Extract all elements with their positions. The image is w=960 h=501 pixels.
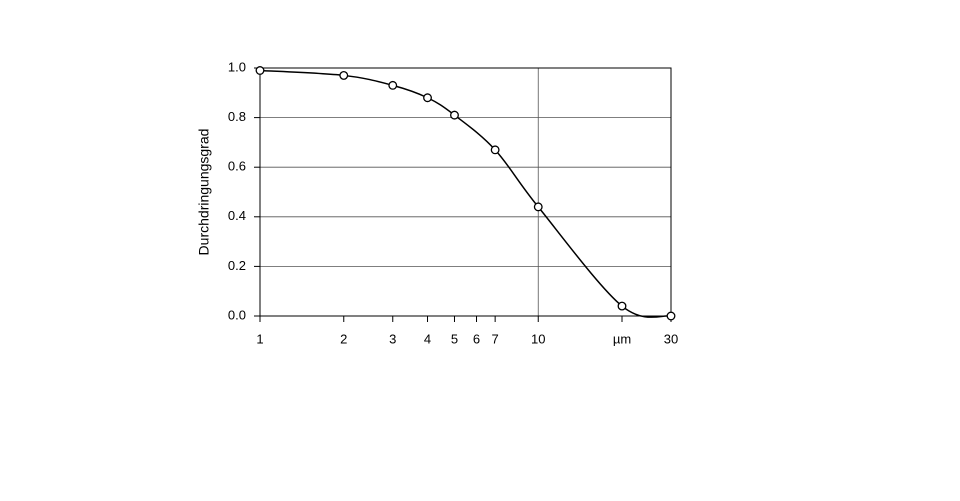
x-tick-label: 10 [531, 331, 545, 346]
x-tick-label: 6 [473, 331, 480, 346]
y-tick-label: 1.0 [228, 59, 246, 74]
x-tick-label: 5 [451, 331, 458, 346]
y-tick-label: 0.0 [228, 307, 246, 322]
x-tick-label: 3 [389, 331, 396, 346]
y-tick-label: 0.2 [228, 258, 246, 273]
marker [533, 202, 543, 212]
y-tick-label: 0.6 [228, 159, 246, 174]
y-axis-label: Durchdringungsgrad [196, 129, 212, 256]
x-tick-label: 7 [492, 331, 499, 346]
marker [339, 70, 349, 80]
x-tick-label: µm [613, 331, 631, 346]
x-tick-label: 2 [340, 331, 347, 346]
marker [450, 110, 459, 120]
marker [423, 93, 432, 103]
y-tick-label: 0.4 [228, 208, 246, 223]
marker [255, 66, 265, 75]
marker [388, 80, 398, 90]
plot-frame [259, 67, 672, 317]
marker [490, 145, 500, 155]
marker [617, 301, 627, 311]
y-tick-label: 0.8 [228, 109, 246, 124]
x-tick-label: 4 [424, 331, 431, 346]
marker [666, 311, 676, 321]
x-tick-label: 30 [664, 331, 678, 346]
x-tick-label: 1 [256, 331, 263, 346]
